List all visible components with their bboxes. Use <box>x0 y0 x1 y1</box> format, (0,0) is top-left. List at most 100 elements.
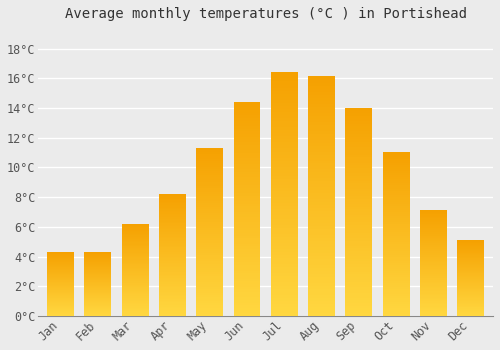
Bar <box>382 191 409 194</box>
Bar <box>420 230 447 232</box>
Bar <box>458 307 484 308</box>
Bar <box>234 190 260 193</box>
Bar <box>346 269 372 272</box>
Bar <box>84 287 112 288</box>
Bar <box>458 311 484 312</box>
Bar <box>382 197 409 199</box>
Bar <box>84 308 112 310</box>
Bar <box>420 242 447 244</box>
Bar <box>271 118 297 121</box>
Bar <box>271 237 297 240</box>
Bar <box>122 270 148 271</box>
Bar <box>420 225 447 226</box>
Bar <box>122 302 148 303</box>
Bar <box>271 133 297 136</box>
Bar <box>458 248 484 250</box>
Bar <box>122 234 148 236</box>
Bar <box>308 133 335 136</box>
Bar <box>346 272 372 274</box>
Bar <box>382 211 409 214</box>
Bar <box>84 275 112 276</box>
Title: Average monthly temperatures (°C ) in Portishead: Average monthly temperatures (°C ) in Po… <box>64 7 466 21</box>
Bar <box>458 252 484 253</box>
Bar <box>458 251 484 252</box>
Bar <box>84 306 112 307</box>
Bar <box>382 181 409 183</box>
Bar <box>308 127 335 131</box>
Bar <box>458 278 484 279</box>
Bar <box>196 286 223 289</box>
Bar <box>159 223 186 225</box>
Bar <box>159 273 186 275</box>
Bar <box>458 250 484 251</box>
Bar <box>47 290 74 291</box>
Bar <box>308 89 335 92</box>
Bar <box>196 234 223 236</box>
Bar <box>346 313 372 316</box>
Bar <box>271 121 297 124</box>
Bar <box>196 290 223 293</box>
Bar <box>84 303 112 304</box>
Bar <box>382 154 409 157</box>
Bar <box>346 225 372 228</box>
Bar <box>159 284 186 286</box>
Bar <box>196 196 223 198</box>
Bar <box>382 312 409 314</box>
Bar <box>271 197 297 200</box>
Bar <box>308 157 335 161</box>
Bar <box>47 312 74 313</box>
Bar <box>271 96 297 100</box>
Bar <box>271 124 297 127</box>
Bar <box>196 200 223 203</box>
Bar <box>458 272 484 273</box>
Bar <box>271 258 297 261</box>
Bar <box>271 212 297 216</box>
Bar <box>234 259 260 262</box>
Bar <box>47 284 74 285</box>
Bar <box>458 314 484 315</box>
Bar <box>234 297 260 300</box>
Bar <box>234 228 260 230</box>
Bar <box>122 237 148 239</box>
Bar <box>346 209 372 212</box>
Bar <box>346 259 372 261</box>
Bar <box>271 215 297 218</box>
Bar <box>382 230 409 232</box>
Bar <box>47 288 74 289</box>
Bar <box>122 265 148 266</box>
Bar <box>196 194 223 196</box>
Bar <box>159 307 186 308</box>
Bar <box>420 213 447 215</box>
Bar <box>196 257 223 259</box>
Bar <box>420 229 447 230</box>
Bar <box>382 160 409 163</box>
Bar <box>234 275 260 279</box>
Bar <box>346 285 372 287</box>
Bar <box>47 311 74 312</box>
Bar <box>346 298 372 300</box>
Bar <box>47 281 74 282</box>
Bar <box>84 253 112 254</box>
Bar <box>458 261 484 262</box>
Bar <box>234 292 260 295</box>
Bar <box>346 305 372 308</box>
Bar <box>308 124 335 128</box>
Bar <box>346 131 372 134</box>
Bar <box>458 280 484 281</box>
Bar <box>458 257 484 258</box>
Bar <box>308 83 335 86</box>
Bar <box>159 229 186 231</box>
Bar <box>458 301 484 302</box>
Bar <box>159 255 186 257</box>
Bar <box>84 267 112 268</box>
Bar <box>234 158 260 161</box>
Bar <box>271 191 297 194</box>
Bar <box>458 267 484 268</box>
Bar <box>382 267 409 269</box>
Bar <box>458 313 484 314</box>
Bar <box>420 214 447 216</box>
Bar <box>420 302 447 304</box>
Bar <box>458 265 484 266</box>
Bar <box>271 154 297 158</box>
Bar <box>308 154 335 158</box>
